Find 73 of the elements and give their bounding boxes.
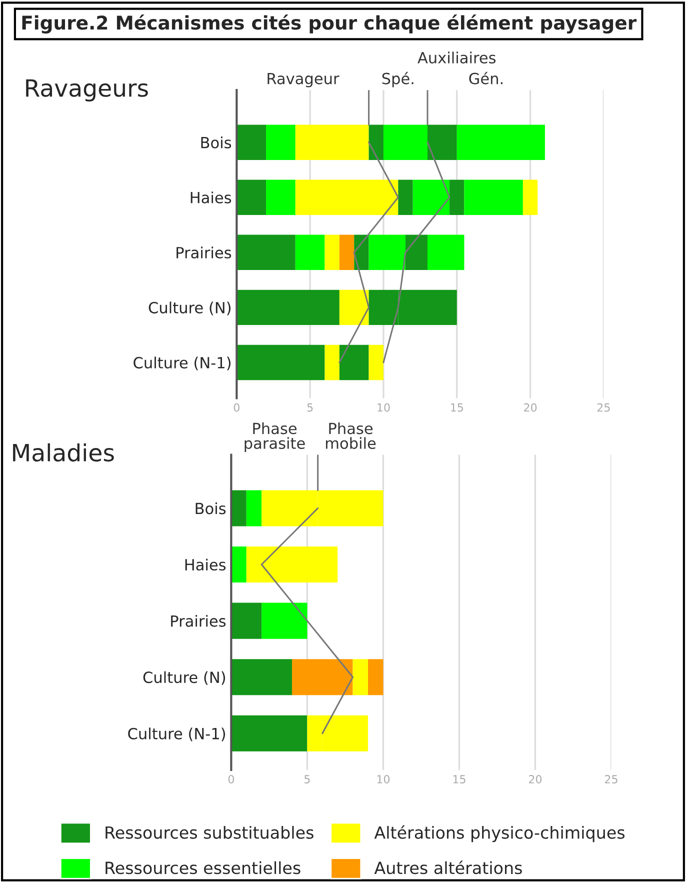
bar [428, 234, 464, 270]
bar [428, 124, 457, 160]
x-tick-label: 20 [528, 775, 542, 784]
x-tick-label: 15 [451, 403, 463, 412]
bar [383, 124, 428, 160]
x-tick-label: 20 [524, 403, 537, 412]
bar [368, 234, 406, 270]
bar [231, 490, 246, 526]
x-tick-label: 0 [228, 775, 234, 784]
bar [246, 490, 262, 526]
bar [464, 180, 523, 215]
bar [352, 659, 368, 696]
bar [266, 180, 296, 215]
x-tick-label: 25 [597, 403, 610, 412]
y-tick-label: Prairies [171, 615, 226, 627]
bar [266, 124, 296, 160]
bar [295, 234, 325, 270]
legend-label: Autres altérations [374, 860, 522, 874]
x-tick-label: 10 [377, 775, 390, 784]
bar [405, 234, 428, 270]
bar [368, 124, 384, 160]
x-tick-label: 15 [453, 775, 466, 784]
chart-title: Figure.2 Mécanismes cités pour chaque élément paysager [22, 14, 637, 34]
bar [339, 290, 369, 326]
text: Gén. [469, 72, 502, 84]
x-tick-label: 0 [234, 403, 240, 412]
bar [368, 659, 384, 696]
x-tick-label: 25 [604, 775, 618, 784]
y-tick-label: Culture (N-1) [128, 728, 226, 742]
y-tick-label: Haies [190, 192, 232, 204]
bar [236, 124, 266, 160]
y-tick-label: Prairies [176, 246, 232, 258]
bar [456, 124, 545, 160]
y-tick-label: Haies [185, 558, 226, 571]
text: Auxiliaires [418, 52, 496, 64]
bar [295, 124, 369, 160]
bar [368, 344, 384, 380]
y-tick-label: Culture (N) [148, 302, 230, 316]
bar [231, 659, 292, 696]
legend-label: Ressources essentielles [106, 861, 300, 874]
bar [236, 180, 266, 215]
legend-label: Altérations physico-chimiques [374, 825, 625, 842]
bar [236, 234, 296, 270]
y-tick-label: Bois [196, 502, 226, 514]
bar [292, 659, 353, 696]
bar [231, 602, 262, 639]
text: Phase mobile [326, 422, 376, 450]
y-tick-label: Culture (N) [143, 671, 226, 685]
bar [262, 602, 308, 639]
bar [398, 180, 413, 215]
text: Ravageur [268, 72, 340, 88]
bar [231, 715, 308, 752]
text: Spé. [382, 72, 414, 88]
chart-title: Maladies [13, 443, 114, 462]
bar [339, 344, 369, 380]
bar [236, 290, 340, 326]
text: Phase parasite [244, 422, 305, 452]
chart-subtitle: Ravageurs [26, 79, 148, 102]
x-tick-label: 10 [378, 403, 390, 412]
x-tick-label: 5 [304, 775, 310, 784]
bar [522, 180, 538, 215]
legend-label: Ressources substituables [106, 826, 314, 839]
bar [450, 180, 464, 215]
bar [295, 180, 398, 215]
y-tick-label: Culture (N-1) [134, 356, 230, 370]
bar [339, 234, 354, 270]
bar [324, 344, 340, 380]
x-tick-label: 5 [307, 403, 313, 412]
y-tick-label: Bois [201, 136, 232, 148]
bar [324, 234, 340, 270]
bar [231, 546, 246, 583]
bar [412, 180, 450, 215]
bar [236, 344, 325, 380]
